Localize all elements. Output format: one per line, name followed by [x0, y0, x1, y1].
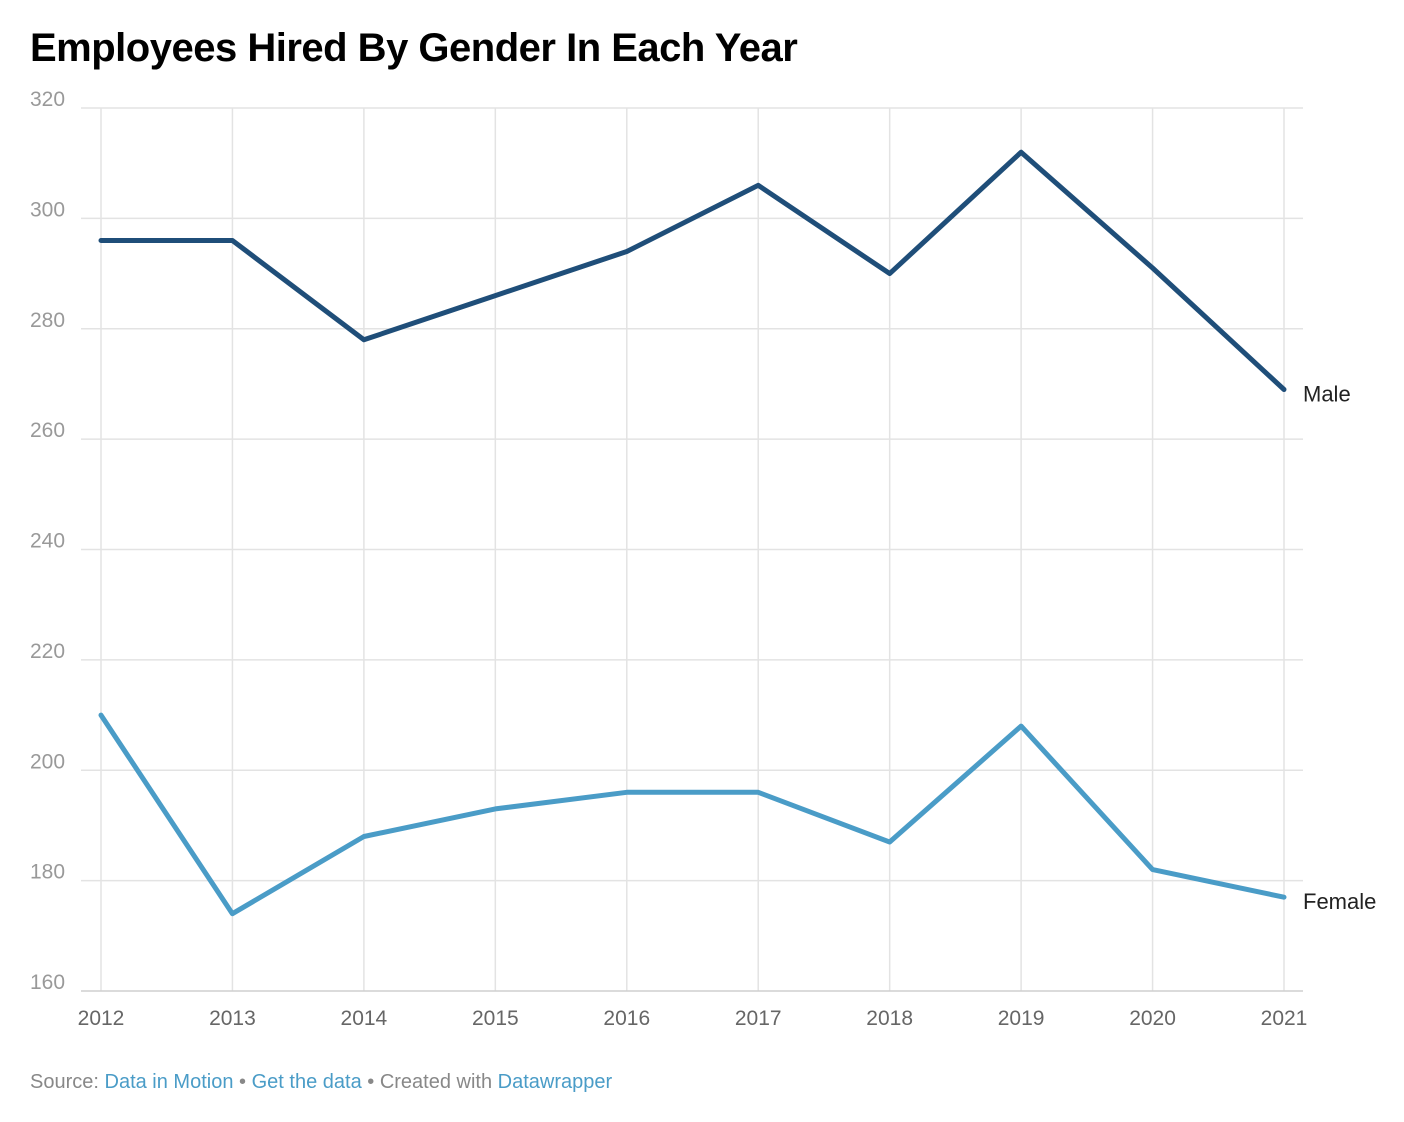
y-tick-label: 320: [30, 88, 65, 111]
x-tick-label: 2021: [1261, 1007, 1308, 1030]
x-tick-label: 2015: [472, 1007, 519, 1030]
source-label: Source:: [30, 1071, 99, 1093]
x-tick-label: 2013: [209, 1007, 256, 1030]
y-tick-label: 180: [30, 861, 65, 884]
series-line-female: [98, 712, 1287, 917]
x-tick-label: 2014: [341, 1007, 388, 1030]
source-link[interactable]: Data in Motion: [104, 1071, 234, 1093]
x-tick-label: 2017: [735, 1007, 782, 1030]
x-tick-label: 2012: [78, 1007, 125, 1030]
y-tick-label: 300: [30, 198, 65, 221]
y-tick-label: 220: [30, 640, 65, 663]
y-tick-label: 260: [30, 419, 65, 442]
y-tick-label: 240: [30, 530, 65, 553]
x-tick-label: 2019: [998, 1007, 1045, 1030]
get-the-data-link[interactable]: Get the data: [251, 1071, 362, 1093]
x-tick-label: 2016: [603, 1007, 650, 1030]
series-line-male: [98, 149, 1287, 392]
separator: •: [367, 1071, 375, 1093]
x-tick-label: 2020: [1129, 1007, 1176, 1030]
series-label-male: Male: [1303, 381, 1351, 406]
separator: •: [239, 1071, 247, 1093]
chart-footer: Source: Data in Motion • Get the data • …: [30, 1071, 612, 1094]
y-tick-label: 160: [30, 971, 65, 994]
chart-title: Employees Hired By Gender In Each Year: [30, 26, 798, 70]
y-tick-label: 280: [30, 309, 65, 332]
created-with-label: Created with: [379, 1071, 493, 1093]
x-tick-label: 2018: [866, 1007, 913, 1030]
series-label-female: Female: [1303, 889, 1376, 914]
y-tick-label: 200: [30, 750, 65, 773]
datawrapper-link[interactable]: Datawrapper: [497, 1071, 613, 1093]
